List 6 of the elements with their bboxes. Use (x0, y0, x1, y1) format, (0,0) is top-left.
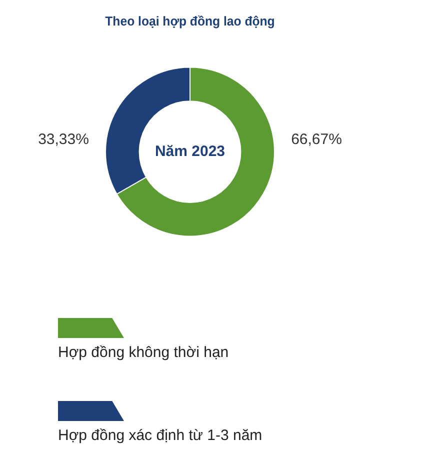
data-label: 66,67% (291, 130, 342, 148)
chart-title: Theo loại hợp đồng lao động (105, 14, 275, 28)
text: Năm 2023 (154, 142, 226, 160)
data-label: 33,33% (38, 130, 89, 148)
legend-label: Hợp đồng xác định từ 1-3 năm (58, 427, 262, 444)
legend-label: Hợp đồng không thời hạn (58, 344, 230, 361)
